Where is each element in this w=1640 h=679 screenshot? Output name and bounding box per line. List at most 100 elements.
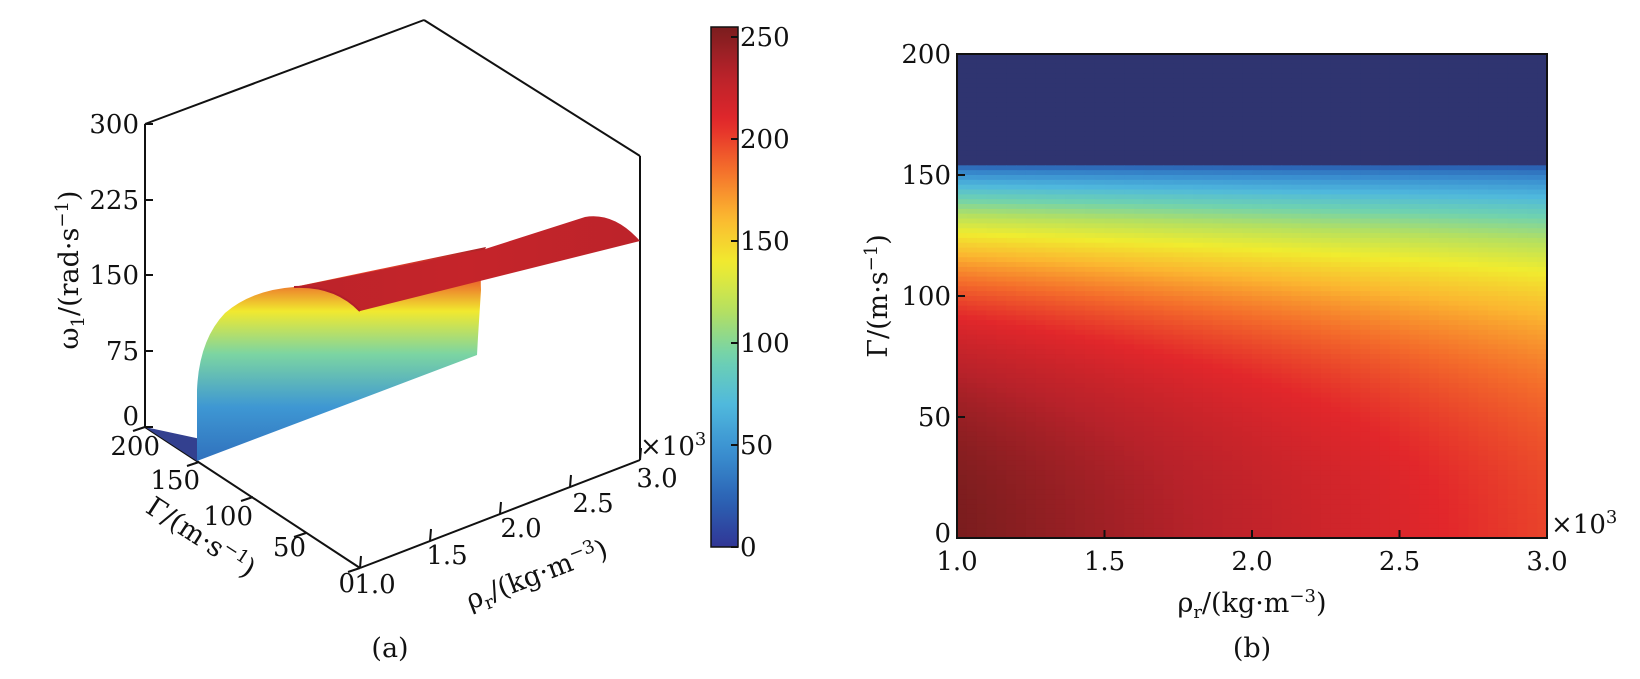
heatmap-cell xyxy=(1016,387,1027,394)
heatmap-cell xyxy=(1429,305,1440,312)
heatmap-cell xyxy=(1075,63,1086,70)
heatmap-cell xyxy=(1458,213,1469,220)
heatmap-cell xyxy=(1291,387,1302,394)
heatmap-cell xyxy=(1438,107,1450,113)
heatmap-cell xyxy=(1281,155,1292,162)
heatmap-cell xyxy=(1389,271,1401,278)
heatmap-cell xyxy=(1143,363,1155,370)
heatmap-cell xyxy=(1094,412,1106,418)
heatmap-cell xyxy=(1163,378,1174,384)
heatmap-cell xyxy=(1202,426,1214,433)
heatmap-cell xyxy=(1202,136,1214,142)
heatmap-cell xyxy=(1124,383,1135,389)
heatmap-cell xyxy=(1163,368,1174,375)
heatmap-cell xyxy=(1143,141,1155,147)
heatmap-cell xyxy=(1124,325,1135,331)
heatmap-cell xyxy=(1114,121,1125,128)
heatmap-cell xyxy=(1379,218,1391,224)
heatmap-cell xyxy=(1045,383,1056,389)
heatmap-cell xyxy=(1291,213,1302,220)
heatmap-cell xyxy=(1055,436,1066,442)
heatmap-cell xyxy=(1429,412,1440,418)
heatmap-cell xyxy=(1311,436,1322,442)
heatmap-cell xyxy=(1360,126,1371,133)
heatmap-cell xyxy=(1134,387,1145,394)
heatmap-cell xyxy=(1291,218,1302,224)
heatmap-cell xyxy=(1330,68,1342,74)
heatmap-cell xyxy=(1124,378,1135,384)
heatmap-cell xyxy=(1055,223,1066,229)
heatmap-cell xyxy=(1370,54,1381,60)
heatmap-cell xyxy=(1242,266,1253,273)
heatmap-cell xyxy=(1075,339,1086,345)
heatmap-cell xyxy=(957,228,968,234)
heatmap-cell xyxy=(1035,417,1047,423)
heatmap-cell xyxy=(976,402,988,408)
heatmap-cell xyxy=(1281,184,1292,191)
heatmap-cell xyxy=(1448,199,1460,205)
heatmap-cell xyxy=(1389,310,1401,316)
heatmap-cell xyxy=(1537,378,1548,384)
heatmap-cell xyxy=(1104,450,1115,457)
heatmap-cell xyxy=(1438,266,1450,273)
heatmap-cell xyxy=(976,344,988,350)
heatmap-cell xyxy=(1193,233,1204,239)
heatmap-cell xyxy=(1212,266,1224,273)
heatmap-cell xyxy=(1301,276,1312,283)
heatmap-cell xyxy=(1035,266,1047,273)
heatmap-cell xyxy=(966,320,978,326)
heatmap-cell xyxy=(1261,102,1273,108)
heatmap-cell xyxy=(1301,184,1312,191)
heatmap-cell xyxy=(1389,102,1401,108)
heatmap-cell xyxy=(1202,184,1214,191)
heatmap-cell xyxy=(1212,441,1224,447)
heatmap-cell xyxy=(1399,320,1410,326)
heatmap-cell xyxy=(1016,397,1027,404)
heatmap-cell xyxy=(1389,175,1401,181)
heatmap-cell xyxy=(1370,412,1381,418)
heatmap-cell xyxy=(1468,426,1479,433)
heatmap-cell xyxy=(1084,184,1096,191)
heatmap-cell xyxy=(1527,102,1538,108)
heatmap-cell xyxy=(1124,407,1135,413)
heatmap-cell xyxy=(1340,208,1351,215)
heatmap-cell xyxy=(1084,223,1096,229)
heatmap-cell xyxy=(1124,446,1135,452)
heatmap-cell xyxy=(1252,291,1263,297)
heatmap-cell xyxy=(1261,145,1273,152)
heatmap-cell xyxy=(1252,431,1263,437)
heatmap-cell xyxy=(1173,175,1184,181)
heatmap-cell xyxy=(1448,116,1460,123)
heatmap-cell xyxy=(1143,412,1155,418)
heatmap-cell xyxy=(1409,320,1420,326)
heatmap-cell xyxy=(1350,179,1361,186)
heatmap-cell xyxy=(1143,383,1155,389)
heatmap-cell xyxy=(1183,266,1194,273)
heatmap-cell xyxy=(1183,426,1194,433)
heatmap-cell xyxy=(1153,184,1165,191)
heatmap-cell xyxy=(1016,358,1027,365)
heatmap-cell xyxy=(1222,189,1233,195)
heatmap-cell xyxy=(986,286,997,292)
heatmap-cell xyxy=(1261,228,1273,234)
heatmap-cell xyxy=(1222,358,1233,365)
heatmap-cell xyxy=(1222,320,1233,326)
heatmap-cell xyxy=(1202,436,1214,442)
heatmap-cell xyxy=(1537,436,1548,442)
heatmap-cell xyxy=(1124,68,1135,74)
heatmap-cell xyxy=(1202,383,1214,389)
heatmap-cell xyxy=(1025,247,1037,254)
heatmap-cell xyxy=(1025,189,1037,195)
heatmap-cell xyxy=(1261,116,1273,123)
heatmap-cell xyxy=(1222,213,1233,220)
heatmap-cell xyxy=(957,247,968,254)
heatmap-cell xyxy=(1035,204,1047,210)
heatmap-cell xyxy=(1045,262,1056,268)
heatmap-cell xyxy=(1340,412,1351,418)
heatmap-cell xyxy=(1094,262,1106,268)
heatmap-cell xyxy=(1468,344,1479,350)
heatmap-cell xyxy=(1045,107,1056,113)
heatmap-cell xyxy=(1507,228,1519,234)
heatmap-cell xyxy=(1104,320,1115,326)
heatmap-cell xyxy=(1065,421,1076,428)
